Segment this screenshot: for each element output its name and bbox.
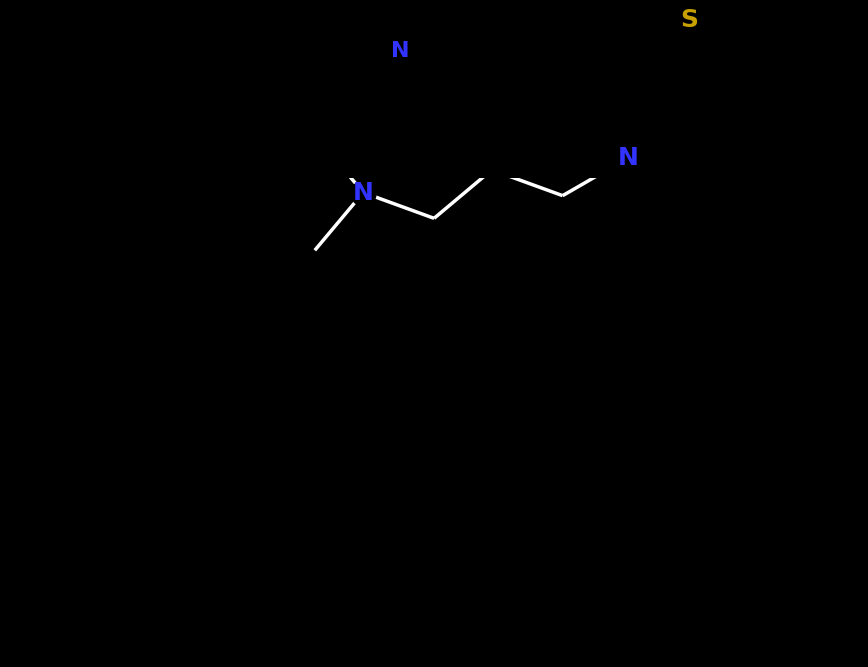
- Text: N: N: [617, 146, 638, 170]
- Text: N: N: [352, 181, 374, 205]
- Text: S: S: [680, 8, 698, 32]
- Text: N: N: [391, 41, 410, 61]
